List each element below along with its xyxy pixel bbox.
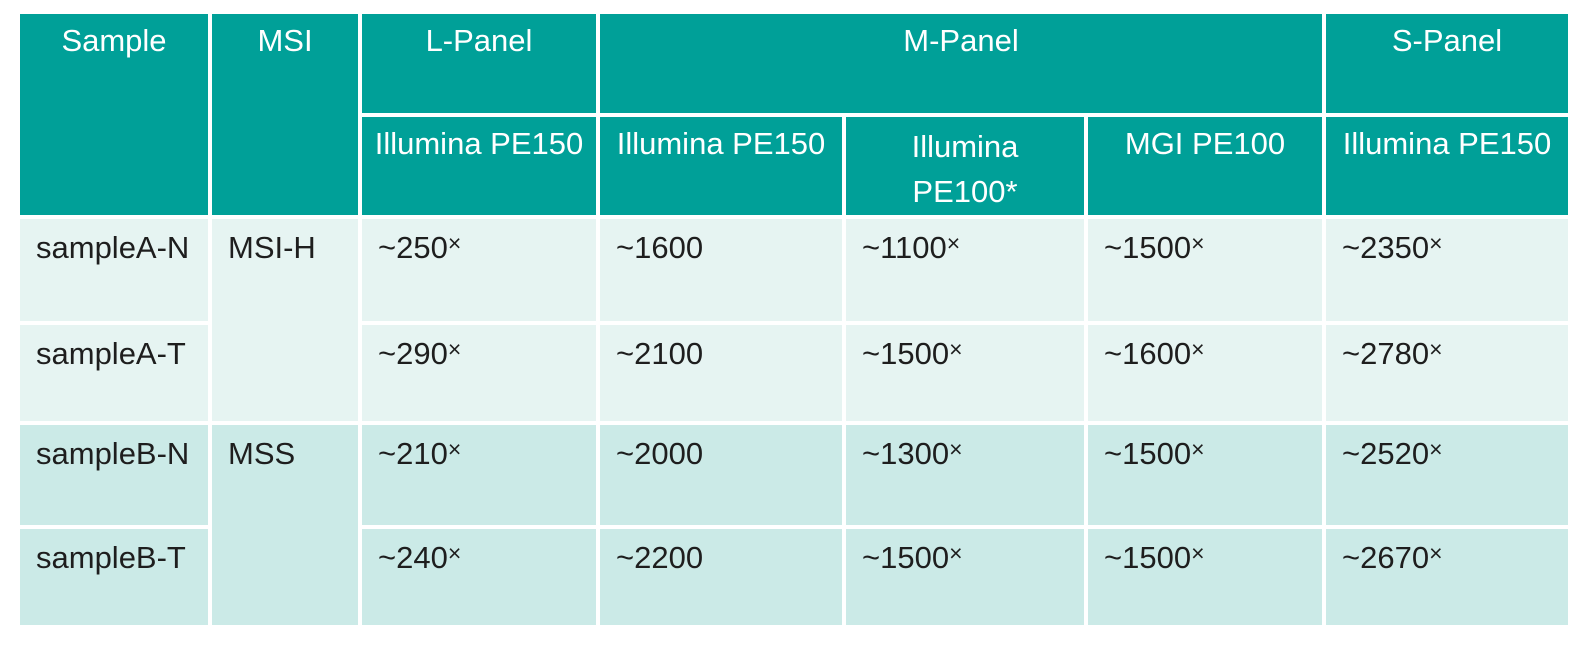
multiplication-sign: × xyxy=(447,335,462,362)
coverage-cell-m-panel-mgi-pe100: ~1600× xyxy=(1088,324,1322,421)
coverage-cell-m-panel-mgi-pe100: ~1500× xyxy=(1088,218,1322,321)
multiplication-sign: × xyxy=(1429,435,1443,462)
coverage-cell-s-panel: ~2780× xyxy=(1326,324,1568,421)
multiplication-sign: × xyxy=(946,229,961,256)
multiplication-sign: × xyxy=(949,335,963,362)
header-l-panel-platform: Illumina PE150 xyxy=(362,117,596,215)
table-row-samplea-t: sampleA-T ~290× ~2100 ~1500× ~1600× ~278… xyxy=(20,324,1568,421)
header-m-panel-platform-2: Illumina PE100* xyxy=(846,117,1084,215)
header-m-panel-platform-2-label: Illumina PE100* xyxy=(911,129,1019,209)
multiplication-sign: × xyxy=(1429,335,1443,362)
coverage-cell-m-panel-mgi-pe100: ~1500× xyxy=(1088,424,1322,525)
coverage-cell-m-panel-illumina-pe100: ~1500× xyxy=(846,324,1084,421)
msi-status-cell: MSS xyxy=(212,424,358,625)
multiplication-sign: × xyxy=(949,539,963,566)
coverage-cell-m-panel-illumina-pe100: ~1500× xyxy=(846,528,1084,625)
coverage-cell-s-panel: ~2670× xyxy=(1326,528,1568,625)
coverage-cell-s-panel: ~2520× xyxy=(1326,424,1568,525)
multiplication-sign: × xyxy=(1429,539,1443,566)
header-s-panel-platform: Illumina PE150 xyxy=(1326,117,1568,215)
header-row-2: Illumina PE150 Illumina PE150 Illumina P… xyxy=(20,117,1568,215)
coverage-cell-m-panel-illumina-pe150: ~1600 xyxy=(600,218,842,321)
header-row-1: Sample MSI L-Panel M-Panel S-Panel xyxy=(20,14,1568,215)
multiplication-sign: × xyxy=(1191,539,1205,566)
multiplication-sign: × xyxy=(1191,435,1205,462)
coverage-cell-l-panel: ~240× xyxy=(362,528,596,625)
header-sample: Sample xyxy=(20,14,208,215)
header-l-panel: L-Panel xyxy=(362,14,596,113)
sample-name-cell: sampleA-T xyxy=(20,324,208,421)
multiplication-sign: × xyxy=(949,435,963,462)
multiplication-sign: × xyxy=(447,539,462,566)
sample-name-cell: sampleB-T xyxy=(20,528,208,625)
header-m-panel-platform-3: MGI PE100 xyxy=(1088,117,1322,215)
table-row-sampleb-t: sampleB-T ~240× ~2200 ~1500× ~1500× ~267… xyxy=(20,528,1568,625)
coverage-table: Sample MSI L-Panel M-Panel S-Panel Illum… xyxy=(16,10,1572,629)
header-s-panel: S-Panel xyxy=(1326,14,1568,113)
msi-status-cell: MSI-H xyxy=(212,218,358,421)
coverage-cell-m-panel-illumina-pe150: ~2100 xyxy=(600,324,842,421)
coverage-cell-m-panel-illumina-pe150: ~2200 xyxy=(600,528,842,625)
coverage-cell-m-panel-illumina-pe100: ~1300× xyxy=(846,424,1084,525)
multiplication-sign: × xyxy=(1191,335,1205,362)
header-m-panel: M-Panel xyxy=(600,14,1322,113)
multiplication-sign: × xyxy=(447,229,462,256)
coverage-cell-s-panel: ~2350× xyxy=(1326,218,1568,321)
coverage-cell-m-panel-mgi-pe100: ~1500× xyxy=(1088,528,1322,625)
coverage-cell-l-panel: ~210× xyxy=(362,424,596,525)
header-m-panel-platform-1: Illumina PE150 xyxy=(600,117,842,215)
coverage-cell-m-panel-illumina-pe100: ~1100× xyxy=(846,218,1084,321)
coverage-cell-m-panel-illumina-pe150: ~2000 xyxy=(600,424,842,525)
multiplication-sign: × xyxy=(1429,229,1443,256)
header-msi: MSI xyxy=(212,14,358,215)
sample-name-cell: sampleA-N xyxy=(20,218,208,321)
coverage-cell-l-panel: ~290× xyxy=(362,324,596,421)
coverage-cell-l-panel: ~250× xyxy=(362,218,596,321)
table-row-samplea-n: sampleA-N MSI-H ~250× ~1600 ~1100× ~1500… xyxy=(20,218,1568,421)
sample-name-cell: sampleB-N xyxy=(20,424,208,525)
multiplication-sign: × xyxy=(447,435,462,462)
multiplication-sign: × xyxy=(1191,229,1205,256)
table-container: Sample MSI L-Panel M-Panel S-Panel Illum… xyxy=(16,10,1572,629)
table-row-sampleb-n: sampleB-N MSS ~210× ~2000 ~1300× ~1500× … xyxy=(20,424,1568,625)
